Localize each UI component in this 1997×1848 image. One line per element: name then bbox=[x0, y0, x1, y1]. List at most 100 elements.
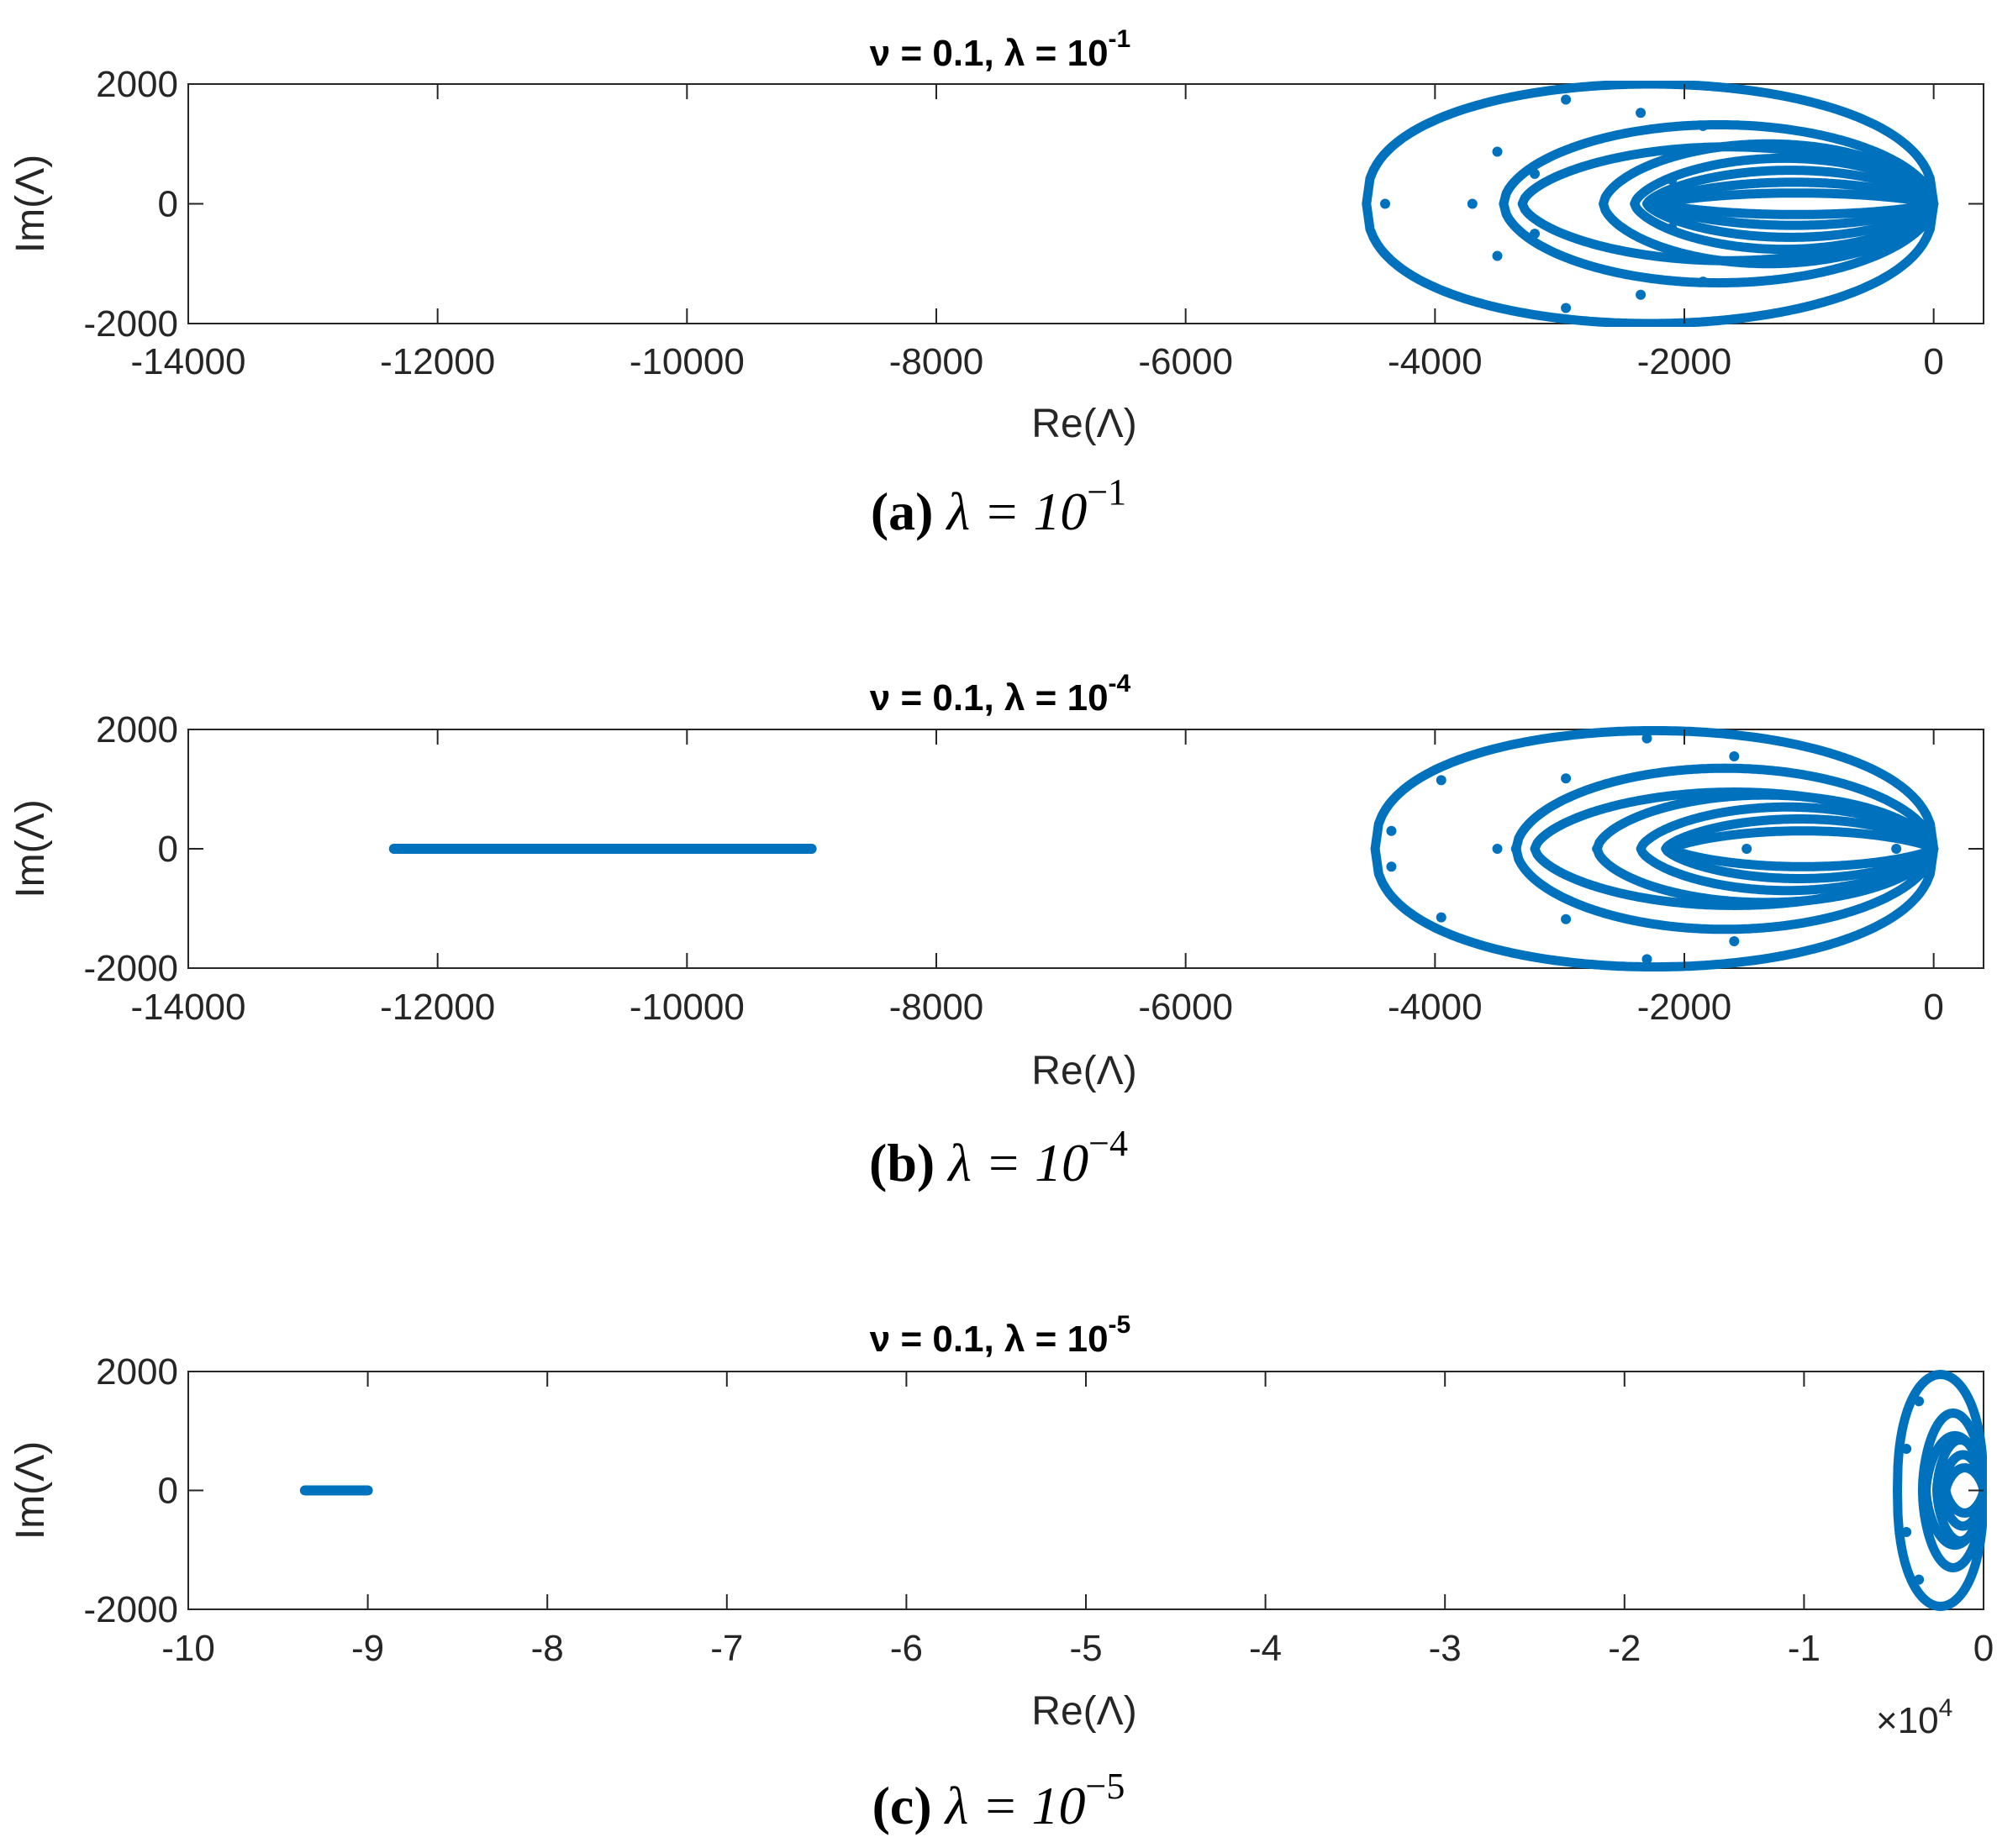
x-tick-label: -6000 bbox=[1138, 341, 1233, 382]
x-tick-label: -6 bbox=[890, 1628, 923, 1669]
x-tick-label: -8000 bbox=[889, 987, 984, 1028]
x-tick-label: -4 bbox=[1249, 1628, 1282, 1669]
eigenvalue-point bbox=[1492, 146, 1503, 157]
caption-label: (c) bbox=[872, 1776, 932, 1835]
y-axis-label: Im(Λ) bbox=[8, 1441, 53, 1540]
y-tick-label: 2000 bbox=[96, 1351, 178, 1393]
x-tick-label: 0 bbox=[1973, 1628, 1994, 1669]
x-tick-label: -1 bbox=[1788, 1628, 1820, 1669]
eigenvalue-point bbox=[1641, 733, 1652, 744]
eigenvalue-point bbox=[1436, 912, 1446, 923]
x-multiplier-exponent: 4 bbox=[1939, 1694, 1953, 1722]
chart-title: ν = 0.1, λ = 10-4 bbox=[870, 670, 1131, 719]
caption-exponent: −5 bbox=[1086, 1766, 1125, 1807]
y-tick-label: 0 bbox=[158, 184, 178, 225]
data-series bbox=[1362, 81, 1939, 327]
eigenvalue-point bbox=[1901, 1443, 1912, 1454]
eigenvalue-point bbox=[1667, 223, 1678, 233]
caption-exponent: −4 bbox=[1088, 1123, 1128, 1164]
plot-area-frame bbox=[187, 83, 1984, 324]
x-tick-label: -8000 bbox=[889, 341, 984, 382]
x-tick-label: -6000 bbox=[1138, 987, 1233, 1028]
caption-math: λ = 10 bbox=[933, 482, 1087, 541]
x-tick-label: 0 bbox=[1923, 987, 1943, 1028]
panel-caption: (a) λ = 10−1 bbox=[871, 471, 1126, 541]
y-tick-label: 0 bbox=[158, 1471, 178, 1512]
chart-title-exponent: -5 bbox=[1109, 1311, 1131, 1339]
eigenvalue-point bbox=[1901, 1527, 1912, 1538]
eigenvalue-point bbox=[1636, 289, 1647, 300]
caption-label: (a) bbox=[871, 482, 934, 541]
eigenvalue-point bbox=[1914, 1574, 1925, 1585]
chart-panel-a: ν = 0.1, λ = 10-1 -14000 -12000 -10000 -8000… bbox=[8, 25, 1984, 446]
eigenvalue-point bbox=[1380, 198, 1390, 209]
chart-title: ν = 0.1, λ = 10-5 bbox=[870, 1311, 1130, 1360]
eigenvalue-point bbox=[1561, 773, 1572, 784]
y-tick-label: -2000 bbox=[83, 1589, 178, 1630]
data-series bbox=[388, 726, 1939, 971]
eigenvalue-point bbox=[1741, 844, 1752, 854]
eigenvalue-loop bbox=[1654, 188, 1939, 219]
x-tick-label: -10 bbox=[161, 1628, 215, 1669]
caption-math: λ = 10 bbox=[935, 1133, 1088, 1193]
x-tick-label: -4000 bbox=[1388, 987, 1483, 1028]
eigenvalue-point bbox=[1729, 936, 1740, 947]
x-tick-label: -12000 bbox=[380, 341, 495, 382]
x-tick-label: -7 bbox=[710, 1628, 743, 1669]
caption-exponent: −1 bbox=[1087, 471, 1126, 513]
chart-panel-b: ν = 0.1, λ = 10-4 -14000 -12000 -10000 -8000… bbox=[8, 670, 1984, 1093]
caption-label: (b) bbox=[869, 1133, 935, 1193]
eigenvalue-point bbox=[1492, 250, 1503, 261]
x-tick-label: -12000 bbox=[380, 987, 495, 1028]
panel-caption: (b) λ = 10−4 bbox=[869, 1123, 1128, 1193]
eigenvalue-point bbox=[1729, 750, 1740, 761]
eigenvalue-point bbox=[1592, 844, 1603, 854]
chart-title-prefix: ν = 0.1, λ = 10 bbox=[870, 1319, 1109, 1360]
chart-title-exponent: -1 bbox=[1109, 25, 1131, 53]
chart-title-prefix: ν = 0.1, λ = 10 bbox=[870, 677, 1109, 719]
x-axis-label: Re(Λ) bbox=[1031, 1689, 1136, 1734]
caption-math: λ = 10 bbox=[932, 1776, 1086, 1835]
eigenvalue-point bbox=[1641, 954, 1652, 965]
eigenvalue-point bbox=[1891, 844, 1902, 854]
eigenvalue-loop bbox=[1667, 826, 1939, 871]
panel-caption: (c) λ = 10−5 bbox=[872, 1766, 1125, 1835]
x-tick-label: -14000 bbox=[130, 987, 245, 1028]
x-tick-label: -14000 bbox=[130, 341, 245, 382]
x-axis-multiplier: ×104 bbox=[1876, 1694, 1952, 1741]
y-tick-label: -2000 bbox=[83, 303, 178, 345]
eigenvalue-point bbox=[1561, 303, 1572, 313]
y-tick-label: 2000 bbox=[96, 709, 178, 750]
x-tick-label: 0 bbox=[1923, 341, 1943, 382]
x-tick-label: -5 bbox=[1069, 1628, 1102, 1669]
eigenvalue-point bbox=[1530, 229, 1540, 240]
x-tick-label: -3 bbox=[1429, 1628, 1462, 1669]
x-axis-label: Re(Λ) bbox=[1031, 402, 1136, 446]
y-tick-label: 0 bbox=[158, 829, 178, 870]
eigenvalue-point bbox=[1467, 198, 1478, 209]
eigenvalue-point bbox=[1530, 168, 1540, 179]
chart-panel-c: ν = 0.1, λ = 10-5-10 -9 -8 -7 -6 -5 -4 -3 -2 -1 0-… bbox=[8, 1311, 1994, 1741]
x-tick-label: -8 bbox=[531, 1628, 564, 1669]
x-tick-label: -2000 bbox=[1637, 341, 1732, 382]
chart-title: ν = 0.1, λ = 10-1 bbox=[870, 25, 1130, 74]
x-tick-label: -10000 bbox=[630, 341, 745, 382]
eigenvalue-point bbox=[1698, 276, 1709, 287]
y-axis-label: Im(Λ) bbox=[8, 799, 53, 898]
eigenvalue-point bbox=[1510, 844, 1521, 854]
x-multiplier-base: ×10 bbox=[1876, 1700, 1939, 1741]
eigenvalue-point bbox=[1386, 861, 1397, 872]
eigenvalue-point bbox=[1561, 94, 1572, 105]
plot-area-frame bbox=[187, 1371, 1984, 1610]
eigenvalue-point bbox=[1561, 913, 1572, 924]
eigenvalue-point bbox=[1386, 825, 1397, 836]
y-tick-label: -2000 bbox=[83, 948, 178, 989]
chart-title-prefix: ν = 0.1, λ = 10 bbox=[870, 33, 1109, 74]
eigenvalue-loop bbox=[1370, 726, 1939, 971]
y-axis-label: Im(Λ) bbox=[8, 155, 53, 253]
chart-title-exponent: -4 bbox=[1109, 670, 1131, 698]
x-tick-label: -2000 bbox=[1637, 987, 1732, 1028]
data-series bbox=[299, 1370, 1987, 1611]
x-tick-label: -2 bbox=[1608, 1628, 1641, 1669]
